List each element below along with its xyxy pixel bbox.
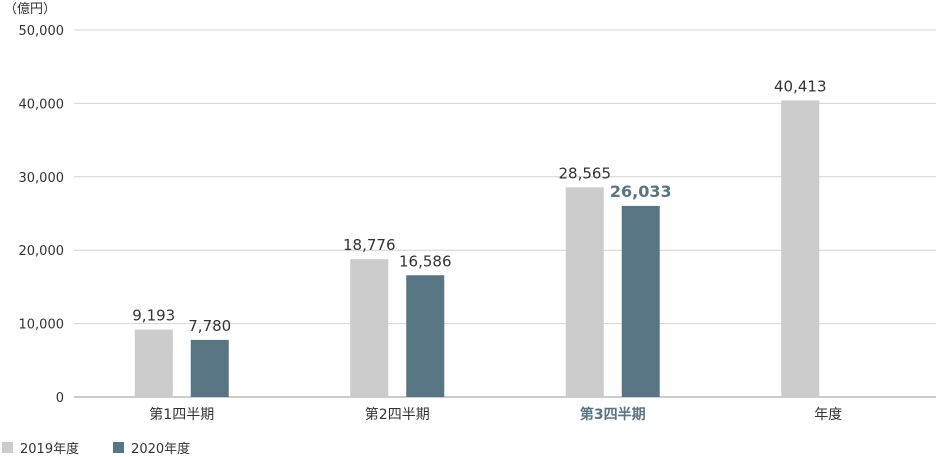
x-tick-label: 第1四半期 (149, 406, 214, 423)
bar-value-label: 40,413 (774, 77, 827, 95)
y-axis: 0 10,000 20,000 30,000 40,000 50,000 (19, 24, 65, 406)
bar-value-label: 7,780 (188, 317, 231, 335)
y-tick-label: 30,000 (19, 171, 65, 186)
legend-item-2019: 2019年度 (2, 438, 79, 457)
bar-value-label: 9,193 (132, 307, 175, 325)
bar-2019 (350, 259, 389, 397)
y-tick-label: 10,000 (19, 318, 65, 333)
bar-chart: （億円） 0 10,000 20,000 30,000 40,000 50,000 9,1… (4, 1, 936, 423)
x-axis: 第1四半期 第2四半期 第3四半期 年度 (149, 406, 842, 423)
bar-2019 (565, 187, 604, 397)
bar-2019 (134, 329, 173, 397)
legend-label-2019: 2019年度 (20, 441, 80, 457)
bar-2020 (190, 339, 229, 397)
bar-value-label: 16,586 (399, 252, 452, 270)
legend-swatch-2020 (113, 441, 125, 453)
y-axis-unit-label: （億円） (4, 1, 56, 17)
y-tick-label: 40,000 (19, 97, 65, 112)
bar-2020 (406, 275, 445, 397)
legend-label-2020: 2020年度 (131, 441, 191, 457)
legend-swatch-2019 (2, 441, 13, 453)
bar-value-label: 28,565 (559, 164, 612, 182)
bar-2020 (621, 205, 660, 397)
x-tick-label: 第2四半期 (365, 406, 430, 423)
bar-value-label: 26,033 (610, 182, 672, 201)
y-tick-label: 20,000 (19, 244, 65, 259)
y-tick-label: 0 (56, 391, 64, 406)
legend: 2019年度 2020年度 (2, 438, 224, 457)
x-tick-label: 第3四半期 (580, 406, 646, 423)
x-tick-label: 年度 (814, 407, 842, 423)
bar-value-label: 18,776 (343, 236, 396, 254)
bar-2019 (781, 100, 820, 397)
legend-item-2020: 2020年度 (113, 438, 190, 457)
y-tick-label: 50,000 (19, 24, 65, 39)
